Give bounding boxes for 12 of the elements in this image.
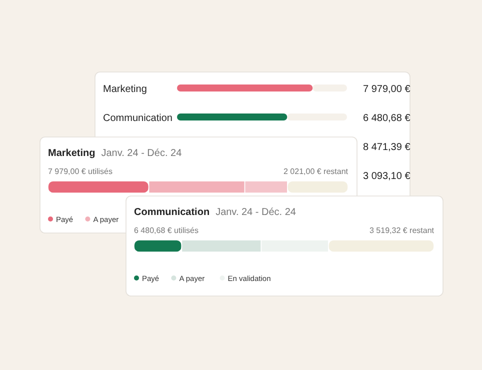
data-label: 6 480,68 € xyxy=(363,113,411,124)
text: 3 093,10 € xyxy=(363,171,410,182)
chart-title: Communication xyxy=(134,207,210,218)
annotation: 2 021,00 € restant xyxy=(284,167,349,176)
text: 3 519,32 € restant xyxy=(370,226,435,235)
text: 8 471,39 € xyxy=(363,142,410,153)
chart-subtitle: Janv. 24 - Déc. 24 xyxy=(216,207,296,218)
data-label: 7 979,00 € xyxy=(363,84,411,95)
text: 6 480,68 € utilisés xyxy=(134,226,198,235)
chart-title: Marketing xyxy=(48,148,96,159)
text: 7 979,00 € utilisés xyxy=(48,167,112,176)
chart-subtitle: Janv. 24 - Déc. 24 xyxy=(101,148,182,159)
